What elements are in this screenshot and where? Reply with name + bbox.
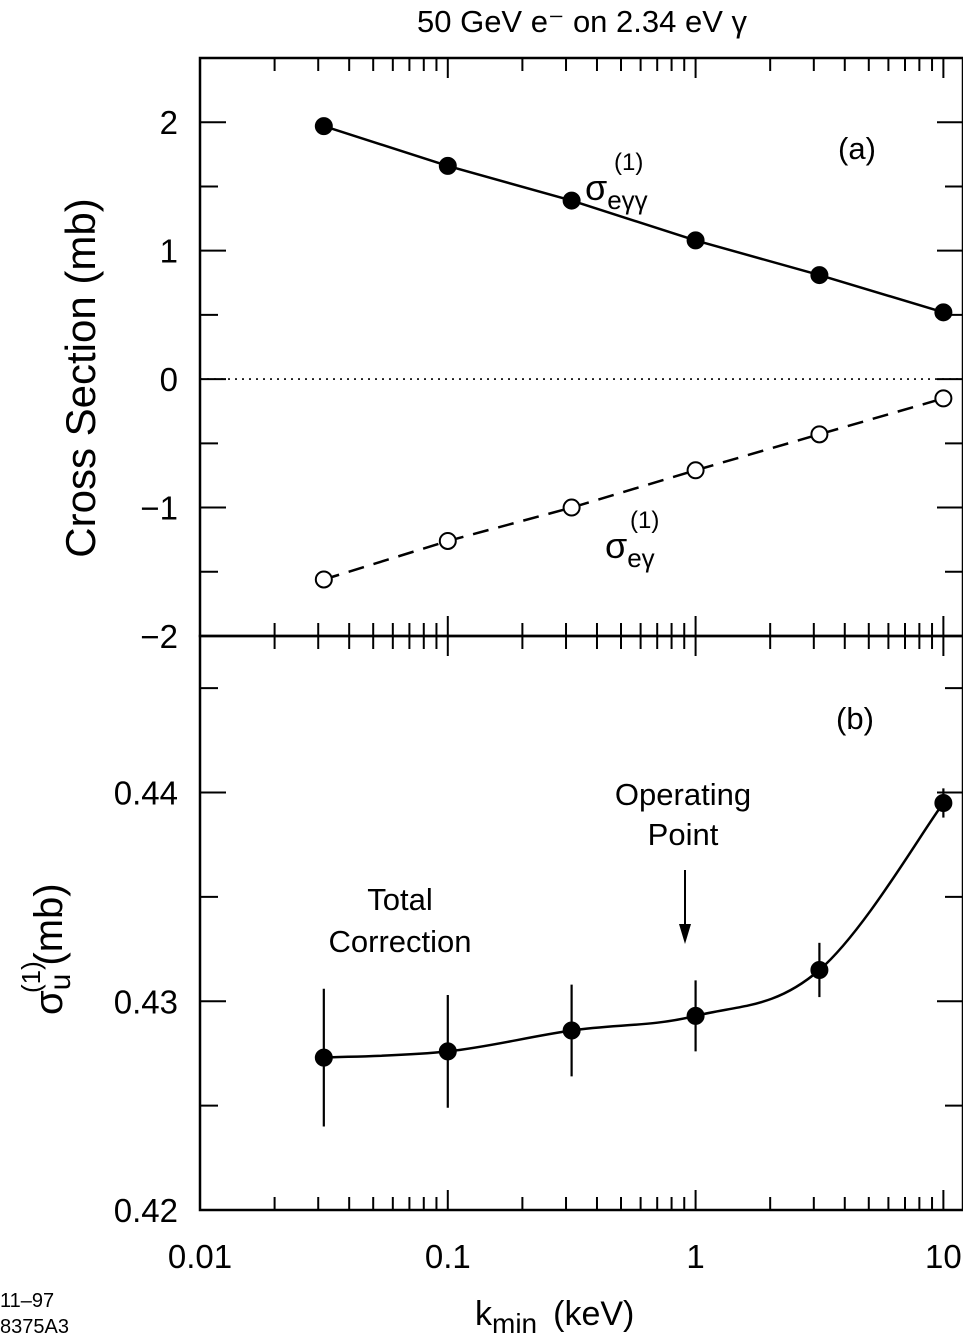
data-point-e-gamma bbox=[562, 498, 581, 517]
figure-id-line2: 8375A3 bbox=[0, 1316, 69, 1338]
series-label-sub: eγ bbox=[627, 543, 654, 573]
data-point-e-gamma-gamma bbox=[686, 231, 705, 250]
operating-point-arrow bbox=[679, 870, 691, 944]
figure-id-line1: 11–97 bbox=[0, 1290, 54, 1312]
panel-b-y-axis-label: σu (mb) (1) bbox=[16, 883, 77, 1015]
x-tick-label: 1 bbox=[686, 1238, 704, 1275]
svg-text:σu(mb): σu (mb) bbox=[27, 883, 77, 1015]
chart-title: 50 GeV e⁻ on 2.34 eV γ bbox=[417, 4, 748, 39]
data-point-e-gamma bbox=[810, 425, 829, 444]
data-point-e-gamma-gamma bbox=[934, 303, 953, 322]
panel-a-y-axis-label: Cross Section (mb) bbox=[57, 198, 104, 557]
data-point-e-gamma bbox=[438, 531, 457, 550]
panel-a-tag: (a) bbox=[838, 131, 876, 166]
operating-point-label-line1: Operating bbox=[615, 777, 751, 812]
x-tick-label: 10 bbox=[925, 1238, 962, 1275]
panel-b-tag: (b) bbox=[836, 701, 874, 736]
y-tick-label: 0.42 bbox=[114, 1192, 178, 1229]
data-point-e-gamma bbox=[934, 389, 953, 408]
series-label-e-gamma: σeγ bbox=[605, 525, 655, 573]
y-tick-label: −1 bbox=[140, 490, 178, 527]
data-point-e-gamma-gamma bbox=[314, 117, 333, 136]
operating-point-label-line2: Point bbox=[648, 817, 719, 852]
y-tick-label: 2 bbox=[160, 104, 178, 141]
series-label-e-gamma-gamma-sup: (1) bbox=[614, 149, 643, 176]
data-point-total-correction bbox=[438, 1042, 457, 1061]
data-point-total-correction bbox=[686, 1006, 705, 1025]
y-tick-label: 0.44 bbox=[114, 775, 178, 812]
x-label-main: k bbox=[475, 1295, 493, 1333]
x-axis-label: kmin (keV) bbox=[475, 1295, 634, 1339]
data-point-total-correction bbox=[810, 960, 829, 979]
series-label-sigma: σ bbox=[605, 525, 627, 566]
total-correction-label-line2: Correction bbox=[329, 924, 472, 959]
data-point-e-gamma-gamma bbox=[562, 191, 581, 210]
series-e-gamma-line bbox=[323, 397, 944, 581]
panel-b-axes: 0.44 0.43 0.42 bbox=[114, 634, 963, 1229]
x-tick-label: 0.01 bbox=[168, 1238, 232, 1275]
y-tick-label: −2 bbox=[140, 618, 178, 655]
x-label-unit: (keV) bbox=[553, 1295, 634, 1333]
data-point-total-correction bbox=[934, 793, 953, 812]
y-tick-label: 0.43 bbox=[114, 983, 178, 1020]
total-correction-curve bbox=[323, 802, 945, 1059]
y-label-sup: (1) bbox=[16, 961, 46, 993]
series-label-sub: eγγ bbox=[607, 185, 647, 215]
series-label-e-gamma-gamma: σeγγ bbox=[585, 167, 648, 215]
x-label-sub: min bbox=[492, 1308, 537, 1339]
panel-b-frame bbox=[198, 634, 963, 1212]
series-label-sigma: σ bbox=[585, 167, 607, 208]
panel-b-marks bbox=[314, 788, 953, 1127]
y-tick-label: 1 bbox=[160, 233, 178, 270]
x-axis-tick-labels: 0.01 0.1 1 10 bbox=[168, 1238, 962, 1275]
data-point-e-gamma bbox=[686, 461, 705, 480]
data-point-total-correction bbox=[562, 1021, 581, 1040]
data-point-total-correction bbox=[314, 1048, 333, 1067]
data-point-e-gamma-gamma bbox=[810, 266, 829, 285]
panel-a-marks bbox=[200, 117, 963, 589]
data-point-e-gamma-gamma bbox=[438, 156, 457, 175]
y-label-sigma: σ bbox=[27, 990, 71, 1015]
y-label-sub: u bbox=[44, 974, 77, 991]
panel-a: 210−1−2 (a) Cross Section (mb) σeγγ (1) … bbox=[57, 56, 963, 655]
panel-b: 0.44 0.43 0.42 (b) σu (mb) (1) Operating Po… bbox=[16, 634, 963, 1229]
series-e-gamma-gamma-line bbox=[323, 124, 944, 314]
y-label-unit: (mb) bbox=[27, 883, 71, 965]
series-label-e-gamma-sup: (1) bbox=[630, 507, 659, 534]
y-tick-label: 0 bbox=[160, 361, 178, 398]
total-correction-label-line1: Total bbox=[367, 882, 432, 917]
x-tick-label: 0.1 bbox=[425, 1238, 471, 1275]
data-point-e-gamma bbox=[314, 570, 333, 589]
